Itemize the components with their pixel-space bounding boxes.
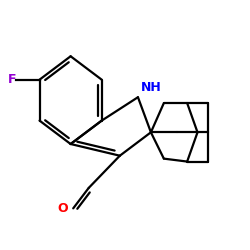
Text: F: F bbox=[8, 73, 16, 86]
Text: NH: NH bbox=[140, 81, 161, 94]
Text: O: O bbox=[58, 202, 68, 215]
